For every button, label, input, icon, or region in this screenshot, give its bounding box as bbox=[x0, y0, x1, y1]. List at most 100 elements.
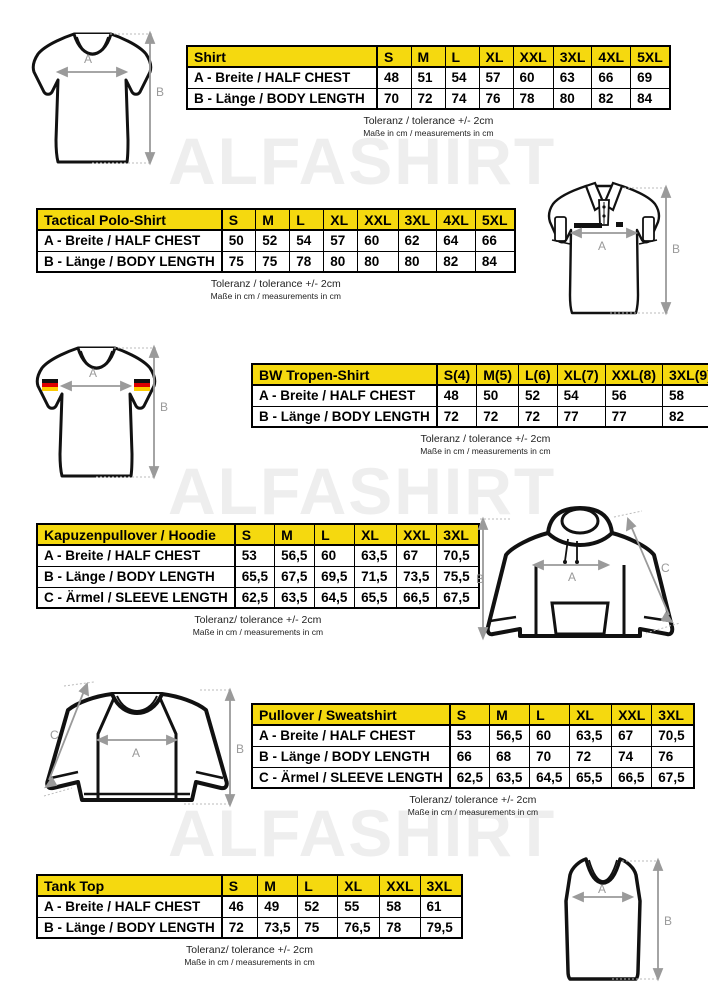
cell-value: 65,5 bbox=[569, 766, 613, 789]
size-header-3xl: 3XL(9) bbox=[662, 363, 708, 386]
cell-value: 62,5 bbox=[449, 766, 491, 789]
tactical-polo-shirt-table: Tactical Polo-Shirt S M L XL XXL 3XL 4XL… bbox=[36, 208, 516, 273]
cell-value: 73,5 bbox=[257, 916, 299, 939]
cell-value: 66 bbox=[474, 229, 516, 252]
cell-value: 74 bbox=[611, 745, 653, 768]
table-row: A - Breite / HALF CHEST 53 56,5 60 63,5 … bbox=[251, 724, 695, 747]
cell-value: 58 bbox=[379, 895, 421, 918]
cell-value: 70,5 bbox=[651, 724, 695, 747]
size-header-l: L(6) bbox=[518, 363, 558, 386]
tshirt-figure: A B bbox=[22, 22, 174, 177]
cell-value: 82 bbox=[662, 405, 708, 428]
cell-value: 49 bbox=[257, 895, 299, 918]
cell-value: 54 bbox=[289, 229, 325, 252]
cell-value: 82 bbox=[591, 87, 632, 110]
cell-value: 76 bbox=[478, 87, 514, 110]
cell-value: 64 bbox=[436, 229, 476, 252]
size-header-xl: XL(7) bbox=[556, 363, 606, 386]
cell-value: 72 bbox=[518, 405, 558, 428]
tolerance-note: Toleranz / tolerance +/- 2cm bbox=[420, 433, 551, 445]
cell-value: 79,5 bbox=[419, 916, 463, 939]
sweatshirt-table-note: Toleranz/ tolerance +/- 2cm Maße in cm /… bbox=[251, 794, 695, 818]
tolerance-note: Toleranz / tolerance +/- 2cm bbox=[363, 115, 494, 127]
cell-value: 67,5 bbox=[436, 586, 480, 609]
table-title: Shirt bbox=[186, 45, 378, 68]
cell-value: 48 bbox=[376, 66, 412, 89]
table-header-row: Tactical Polo-Shirt S M L XL XXL 3XL 4XL… bbox=[36, 208, 516, 231]
tshirt-dim-a-label: A bbox=[84, 52, 93, 66]
cell-value: 72 bbox=[476, 405, 519, 428]
size-header-3xl: 3XL bbox=[436, 523, 480, 546]
size-header-xxl: XXL bbox=[611, 703, 653, 726]
size-header-4xl: 4XL bbox=[436, 208, 476, 231]
shirt-table-note: Toleranz / tolerance +/- 2cm Maße in cm … bbox=[186, 115, 671, 139]
row-label: B - Länge / BODY LENGTH bbox=[36, 565, 236, 588]
watermark-top: ALFASHIRT bbox=[168, 124, 557, 198]
cell-value: 52 bbox=[255, 229, 291, 252]
size-header-xxl: XXL(8) bbox=[604, 363, 664, 386]
table-header-row: Shirt S M L XL XXL 3XL 4XL 5XL bbox=[186, 45, 671, 68]
row-label: C - Ärmel / SLEEVE LENGTH bbox=[251, 766, 451, 789]
cell-value: 60 bbox=[357, 229, 399, 252]
size-header-m: M bbox=[257, 874, 299, 897]
hoodie-dim-a-label: A bbox=[568, 570, 577, 584]
row-label: A - Breite / HALF CHEST bbox=[36, 229, 223, 252]
size-header-s: S bbox=[234, 523, 276, 546]
cell-value: 63,5 bbox=[274, 586, 316, 609]
cell-value: 70 bbox=[376, 87, 412, 110]
tank-top-table-note: Toleranz/ tolerance +/- 2cm Maße in cm /… bbox=[36, 944, 463, 968]
table-header-row: BW Tropen-Shirt S(4) M(5) L(6) XL(7) XXL… bbox=[251, 363, 708, 386]
cell-value: 72 bbox=[410, 87, 446, 110]
table-title: Pullover / Sweatshirt bbox=[251, 703, 451, 726]
sweatshirt-dim-a-label: A bbox=[132, 746, 141, 760]
size-header-l: L bbox=[314, 523, 356, 546]
cell-value: 70,5 bbox=[436, 544, 480, 567]
size-header-s: S bbox=[376, 45, 412, 68]
table-title: Tactical Polo-Shirt bbox=[36, 208, 223, 231]
size-header-xxl: XXL bbox=[512, 45, 554, 68]
row-label: A - Breite / HALF CHEST bbox=[36, 895, 223, 918]
tanktop-dim-a-label: A bbox=[598, 882, 607, 896]
tolerance-note: Toleranz/ tolerance +/- 2cm bbox=[409, 794, 537, 806]
size-header-3xl: 3XL bbox=[552, 45, 593, 68]
tank-top-table: Tank Top S M L XL XXL 3XL A - Breite / H… bbox=[36, 874, 463, 939]
cell-value: 71,5 bbox=[354, 565, 398, 588]
table-row: C - Ärmel / SLEEVE LENGTH 62,5 63,5 64,5… bbox=[251, 766, 695, 789]
size-header-xl: XL bbox=[337, 874, 381, 897]
size-header-m: M bbox=[255, 208, 291, 231]
size-header-xxl: XXL bbox=[357, 208, 399, 231]
bw-tropen-table-note: Toleranz / tolerance +/- 2cm Maße in cm … bbox=[251, 433, 708, 457]
cell-value: 68 bbox=[489, 745, 531, 768]
table-header-row: Tank Top S M L XL XXL 3XL bbox=[36, 874, 463, 897]
size-header-3xl: 3XL bbox=[651, 703, 695, 726]
tactical-polo-table-block: Tactical Polo-Shirt S M L XL XXL 3XL 4XL… bbox=[36, 208, 516, 302]
cell-value: 63,5 bbox=[569, 724, 613, 747]
tolerance-note: Toleranz / tolerance +/- 2cm bbox=[210, 278, 341, 290]
size-header-m: M bbox=[489, 703, 531, 726]
sweatshirt-dim-b-label: B bbox=[236, 742, 245, 756]
cell-value: 60 bbox=[529, 724, 571, 747]
cell-value: 75,5 bbox=[436, 565, 480, 588]
german-flag-left bbox=[42, 379, 58, 391]
cell-value: 80 bbox=[323, 250, 359, 273]
german-flag-right bbox=[134, 379, 150, 391]
bw-tropen-table-block: BW Tropen-Shirt S(4) M(5) L(6) XL(7) XXL… bbox=[251, 363, 708, 457]
cell-value: 55 bbox=[337, 895, 381, 918]
cell-value: 67 bbox=[611, 724, 653, 747]
size-header-l: L bbox=[289, 208, 325, 231]
shirt-table: Shirt S M L XL XXL 3XL 4XL 5XL A - Breit… bbox=[186, 45, 671, 110]
cell-value: 77 bbox=[556, 405, 606, 428]
table-row: B - Länge / BODY LENGTH 75 75 78 80 80 8… bbox=[36, 250, 516, 273]
cell-value: 75 bbox=[255, 250, 291, 273]
tolerance-note: Toleranz/ tolerance +/- 2cm bbox=[194, 614, 322, 626]
measurement-note: Maße in cm / measurements in cm bbox=[184, 957, 315, 967]
cell-value: 54 bbox=[556, 384, 606, 407]
row-label: A - Breite / HALF CHEST bbox=[251, 724, 451, 747]
cell-value: 63,5 bbox=[489, 766, 531, 789]
measurement-note: Maße in cm / measurements in cm bbox=[420, 446, 551, 456]
polo-dim-a-label: A bbox=[598, 239, 607, 253]
table-row: B - Länge / BODY LENGTH 66 68 70 72 74 7… bbox=[251, 745, 695, 768]
size-header-m: M bbox=[274, 523, 316, 546]
cell-value: 61 bbox=[419, 895, 463, 918]
tolerance-note: Toleranz/ tolerance +/- 2cm bbox=[186, 944, 313, 956]
